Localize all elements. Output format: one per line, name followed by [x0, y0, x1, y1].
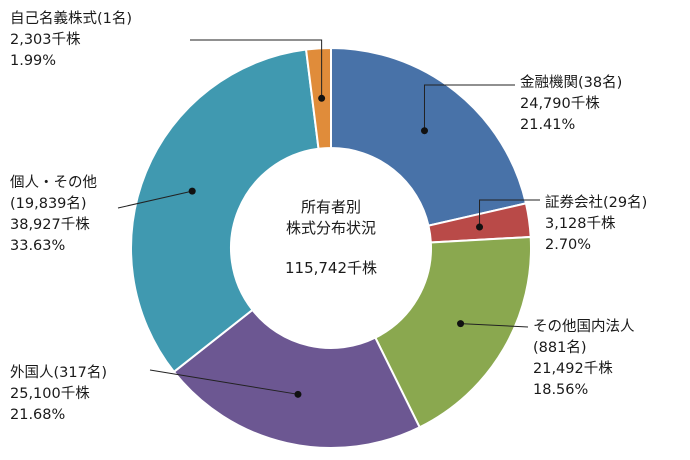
slice-name: 個人・その他: [10, 175, 97, 191]
leader-dot-other-domestic-corporations: [457, 320, 465, 328]
leader-dot-treasury-stock: [318, 94, 326, 102]
slice-label-foreigners: 外国人(317名) 25,100千株 21.68%: [10, 363, 107, 426]
slice-label-treasury-stock: 自己名義株式(1名) 2,303千株 1.99%: [10, 9, 132, 72]
chart-total: 115,742千株: [284, 259, 378, 277]
leader-line-treasury-stock: [190, 39, 323, 99]
leader-line-financial-institutions: [423, 84, 515, 131]
slice-name: 金融機関: [520, 75, 578, 91]
slice-name: その他国内法人: [533, 319, 635, 335]
slice-shares: 3,128千株: [545, 216, 616, 232]
slice-individuals-other: [130, 48, 320, 374]
slice-label-individuals-other: 個人・その他 (19,839名) 38,927千株 33.63%: [10, 173, 97, 257]
chart-title-line-2: 株式分布状況: [285, 219, 376, 237]
slice-percent: 21.41%: [520, 117, 576, 133]
slice-shares: 25,100千株: [10, 386, 90, 402]
slice-name: 自己名義株式: [10, 11, 97, 27]
leader-dot-securities-firms: [476, 223, 484, 231]
chart-center-caption: 所有者別 株式分布状況 115,742千株: [246, 197, 416, 279]
leader-line-other-domestic-corporations: [460, 323, 529, 328]
slice-name: 証券会社: [545, 195, 603, 211]
leader-line-securities-firms: [479, 199, 540, 228]
slice-other-domestic-corporations: [373, 235, 532, 429]
slice-percent: 2.70%: [545, 237, 592, 253]
slice-count: (1名): [97, 11, 133, 27]
slice-foreigners: [172, 308, 421, 449]
slice-label-other-domestic-corporations: その他国内法人 (881名) 21,492千株 18.56%: [533, 317, 635, 401]
slice-count: (317名): [53, 365, 108, 381]
leader-dot-individuals-other: [188, 187, 196, 195]
leader-line-foreigners: [149, 369, 299, 395]
slice-count: (38名): [578, 75, 623, 91]
slice-shares: 21,492千株: [533, 361, 613, 377]
slice-label-securities-firms: 証券会社(29名) 3,128千株 2.70%: [545, 193, 647, 256]
leader-dot-financial-institutions: [420, 127, 428, 135]
leader-line-individuals-other: [117, 190, 193, 209]
leader-dot-foreigners: [294, 390, 302, 398]
slice-shares: 24,790千株: [520, 96, 600, 112]
slice-percent: 21.68%: [10, 407, 66, 423]
slice-financial-institutions: [330, 46, 528, 227]
slice-name: 外国人: [10, 365, 54, 381]
slice-percent: 33.63%: [10, 238, 66, 254]
slice-label-financial-institutions: 金融機関(38名) 24,790千株 21.41%: [520, 73, 622, 136]
slice-count: (881名): [533, 340, 587, 356]
slice-percent: 1.99%: [10, 53, 57, 69]
slice-count: (19,839名): [10, 196, 87, 212]
slice-shares: 38,927千株: [10, 217, 90, 233]
slice-shares: 2,303千株: [10, 32, 81, 48]
chart-title-line-1: 所有者別: [300, 198, 361, 216]
slice-percent: 18.56%: [533, 382, 589, 398]
slice-count: (29名): [603, 195, 648, 211]
